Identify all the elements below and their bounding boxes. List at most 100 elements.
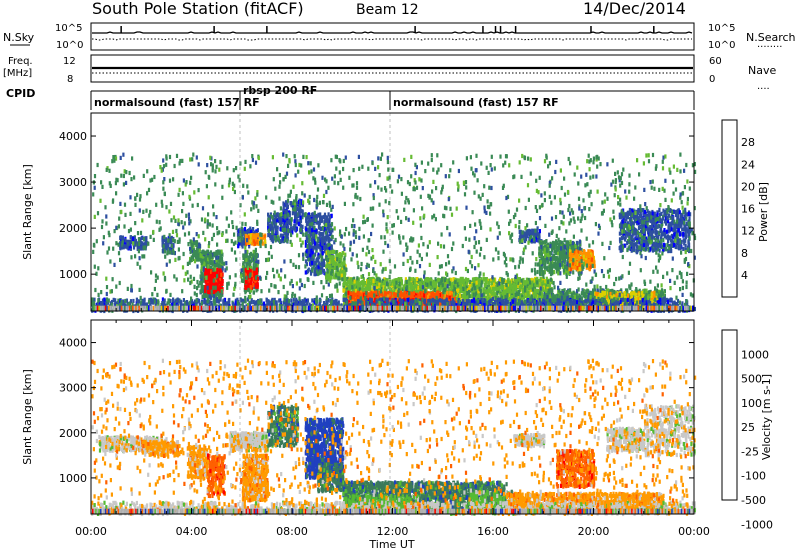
scatter-cell (191, 248, 194, 254)
scatter-cell (245, 234, 248, 239)
scatter-cell (298, 210, 301, 216)
freq-tick-top: 12 (63, 56, 76, 67)
scatter-cell (244, 231, 247, 236)
scatter-cell (459, 293, 462, 298)
scatter-cell (340, 260, 343, 265)
scatter-cell (162, 237, 166, 242)
scatter-cell (206, 257, 210, 262)
scatter-cell (145, 237, 148, 242)
freq-tick-bottom: 8 (67, 74, 73, 85)
scatter-cell (271, 239, 274, 244)
scatter-cell (171, 238, 174, 243)
nsearch-tick-top: 10^5 (708, 23, 735, 34)
scatter-cell (219, 281, 222, 286)
scatter-cell (285, 234, 288, 239)
scatter-cell (221, 260, 224, 265)
scatter-cell (120, 245, 123, 250)
scatter-cell (134, 240, 137, 245)
scatter-cell (195, 242, 198, 247)
scatter-cell (327, 212, 330, 217)
scatter-cell (248, 228, 251, 233)
scatter-cell (161, 236, 164, 241)
scatter-cell (321, 251, 324, 256)
scatter-cell (279, 221, 282, 226)
scatter-cell (333, 249, 336, 254)
scatter-cell (199, 280, 202, 285)
scatter-cell (246, 230, 249, 235)
cpid-segment-3: normalsound (fast) 157 RF (393, 96, 559, 109)
scatter-cell (249, 233, 252, 238)
scatter-cell (191, 253, 195, 258)
scatter-cell (136, 242, 139, 247)
nsearch-label: N.Search (746, 31, 796, 44)
scatter-cell (256, 228, 259, 233)
scatter-cell (252, 227, 255, 232)
scatter-cell (207, 269, 210, 274)
scatter-cell (198, 243, 201, 248)
scatter-cell (290, 217, 293, 222)
scatter-cell (242, 255, 245, 260)
scatter-cell (411, 283, 414, 288)
scatter-cell (167, 244, 170, 249)
scatter-cell (192, 245, 195, 250)
scatter-cell (237, 244, 240, 249)
scatter-cell (394, 292, 398, 297)
scatter-cell (313, 261, 316, 266)
nsearch-tick-bottom: 10^0 (708, 40, 735, 51)
scatter-cell (247, 282, 250, 287)
scatter-cell (529, 280, 532, 285)
scatter-cell (304, 259, 308, 264)
scatter-cell (218, 280, 221, 285)
scatter-cell (129, 235, 132, 240)
scatter-cell (139, 246, 142, 251)
scatter-cell (507, 278, 510, 283)
scatter-cell (330, 275, 333, 280)
scatter-cell (256, 281, 259, 287)
scatter-cell (446, 279, 449, 284)
scatter-cell (279, 226, 282, 232)
scatter-cell (220, 276, 223, 281)
scatter-cell (194, 240, 197, 245)
scatter-cell (249, 239, 252, 244)
scatter-cell (418, 281, 421, 286)
scatter-cell (164, 239, 167, 244)
scatter-cell (344, 291, 347, 296)
scatter-cell (340, 273, 343, 278)
scatter-cell (210, 253, 213, 258)
scatter-cell (132, 236, 135, 242)
scatter-cell (343, 256, 346, 261)
scatter-cell (192, 256, 195, 261)
scatter-cell (198, 248, 201, 253)
scatter-cell (171, 250, 174, 255)
scatter-cell (471, 277, 475, 282)
scatter-cell (190, 242, 193, 247)
scatter-cell (126, 240, 129, 245)
scatter-cell (317, 255, 320, 260)
scatter-cell (319, 247, 322, 252)
scatter-cell (304, 270, 307, 275)
scatter-cell (219, 293, 222, 298)
sky-spikes (120, 26, 655, 33)
scatter-cell (330, 230, 333, 235)
scatter-cell (413, 280, 416, 285)
scatter-cell (206, 294, 209, 299)
scatter-cell (241, 244, 244, 249)
scatter-cell (336, 271, 339, 276)
scatter-cell (270, 223, 273, 228)
scatter-cell (355, 292, 358, 298)
scatter-cell (190, 245, 193, 250)
scatter-cell (291, 211, 294, 216)
scatter-cell (482, 292, 485, 297)
scatter-cell (384, 279, 387, 284)
scatter-cell (220, 249, 223, 254)
scatter-cell (219, 285, 222, 290)
scatter-cell (210, 260, 213, 265)
scatter-cell (205, 283, 208, 288)
scatter-cell (238, 242, 241, 247)
nave-tick-bottom: 0 (709, 74, 715, 85)
scatter-cell (194, 250, 197, 255)
scatter-cell (310, 248, 313, 253)
scatter-cell (336, 253, 339, 258)
scatter-cell (330, 256, 333, 261)
